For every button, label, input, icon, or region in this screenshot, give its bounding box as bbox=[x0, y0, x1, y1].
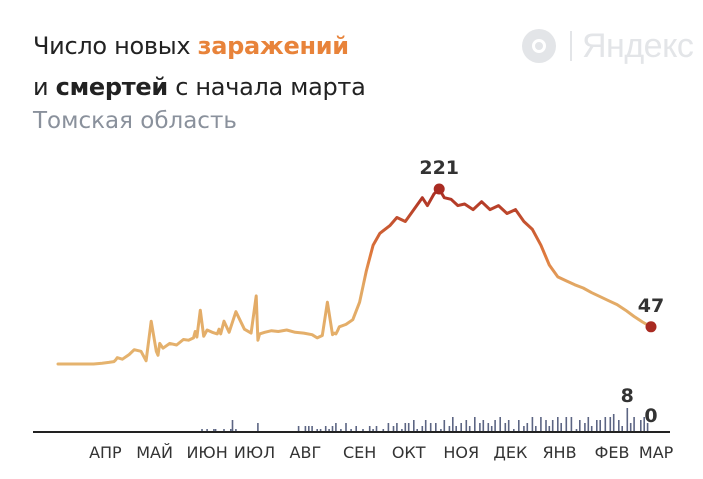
x-tick-label: АПР bbox=[89, 443, 122, 462]
x-tick-label: ОКТ bbox=[392, 443, 426, 462]
peak-marker[interactable] bbox=[433, 183, 445, 195]
yandex-logo-icon bbox=[522, 29, 556, 63]
x-tick-label: ИЮЛ bbox=[234, 443, 275, 462]
title-line-1: Число новых заражений bbox=[33, 26, 366, 67]
chart-title: Число новых заражений и смертей с начала… bbox=[33, 26, 366, 108]
markers: 221 47 80 bbox=[419, 157, 664, 427]
x-tick-label: МАР bbox=[639, 443, 674, 462]
title-text: с начала марта bbox=[167, 73, 366, 101]
x-tick-label: ЯНВ bbox=[542, 443, 576, 462]
last-value-marker[interactable] bbox=[645, 321, 657, 333]
chart-subtitle: Томская область bbox=[33, 108, 237, 134]
logo-divider bbox=[570, 31, 572, 61]
title-text: и bbox=[33, 73, 56, 101]
yandex-logo[interactable]: Яндекс bbox=[522, 24, 694, 68]
x-tick-label: НОЯ bbox=[443, 443, 479, 462]
month-ticks: АПР МАЙ ИЮН ИЮЛ АВГ СЕН ОКТ НОЯ ДЕК ЯНВ ФЕВ МАР bbox=[89, 443, 674, 462]
yandex-logo-text: Яндекс bbox=[582, 26, 694, 65]
peak-value-label: 221 bbox=[419, 157, 459, 179]
title-line-2: и смертей с начала марта bbox=[33, 67, 366, 108]
last-value-label: 47 bbox=[638, 295, 664, 317]
x-tick-label: ФЕВ bbox=[595, 443, 630, 462]
title-text: Число новых bbox=[33, 32, 198, 60]
title-deaths-highlight: смертей bbox=[55, 73, 169, 101]
x-tick-label: ИЮН bbox=[186, 443, 227, 462]
deaths-last-label: 0 bbox=[644, 405, 657, 427]
deaths-bars bbox=[201, 408, 649, 432]
deaths-max-label: 8 bbox=[621, 385, 634, 407]
x-tick-label: ДЕК bbox=[493, 443, 528, 462]
x-tick-label: МАЙ bbox=[136, 443, 173, 462]
title-infections-highlight: заражений bbox=[197, 32, 350, 60]
x-tick-label: АВГ bbox=[290, 443, 322, 462]
infections-line bbox=[56, 187, 653, 366]
x-tick-label: СЕН bbox=[343, 443, 376, 462]
